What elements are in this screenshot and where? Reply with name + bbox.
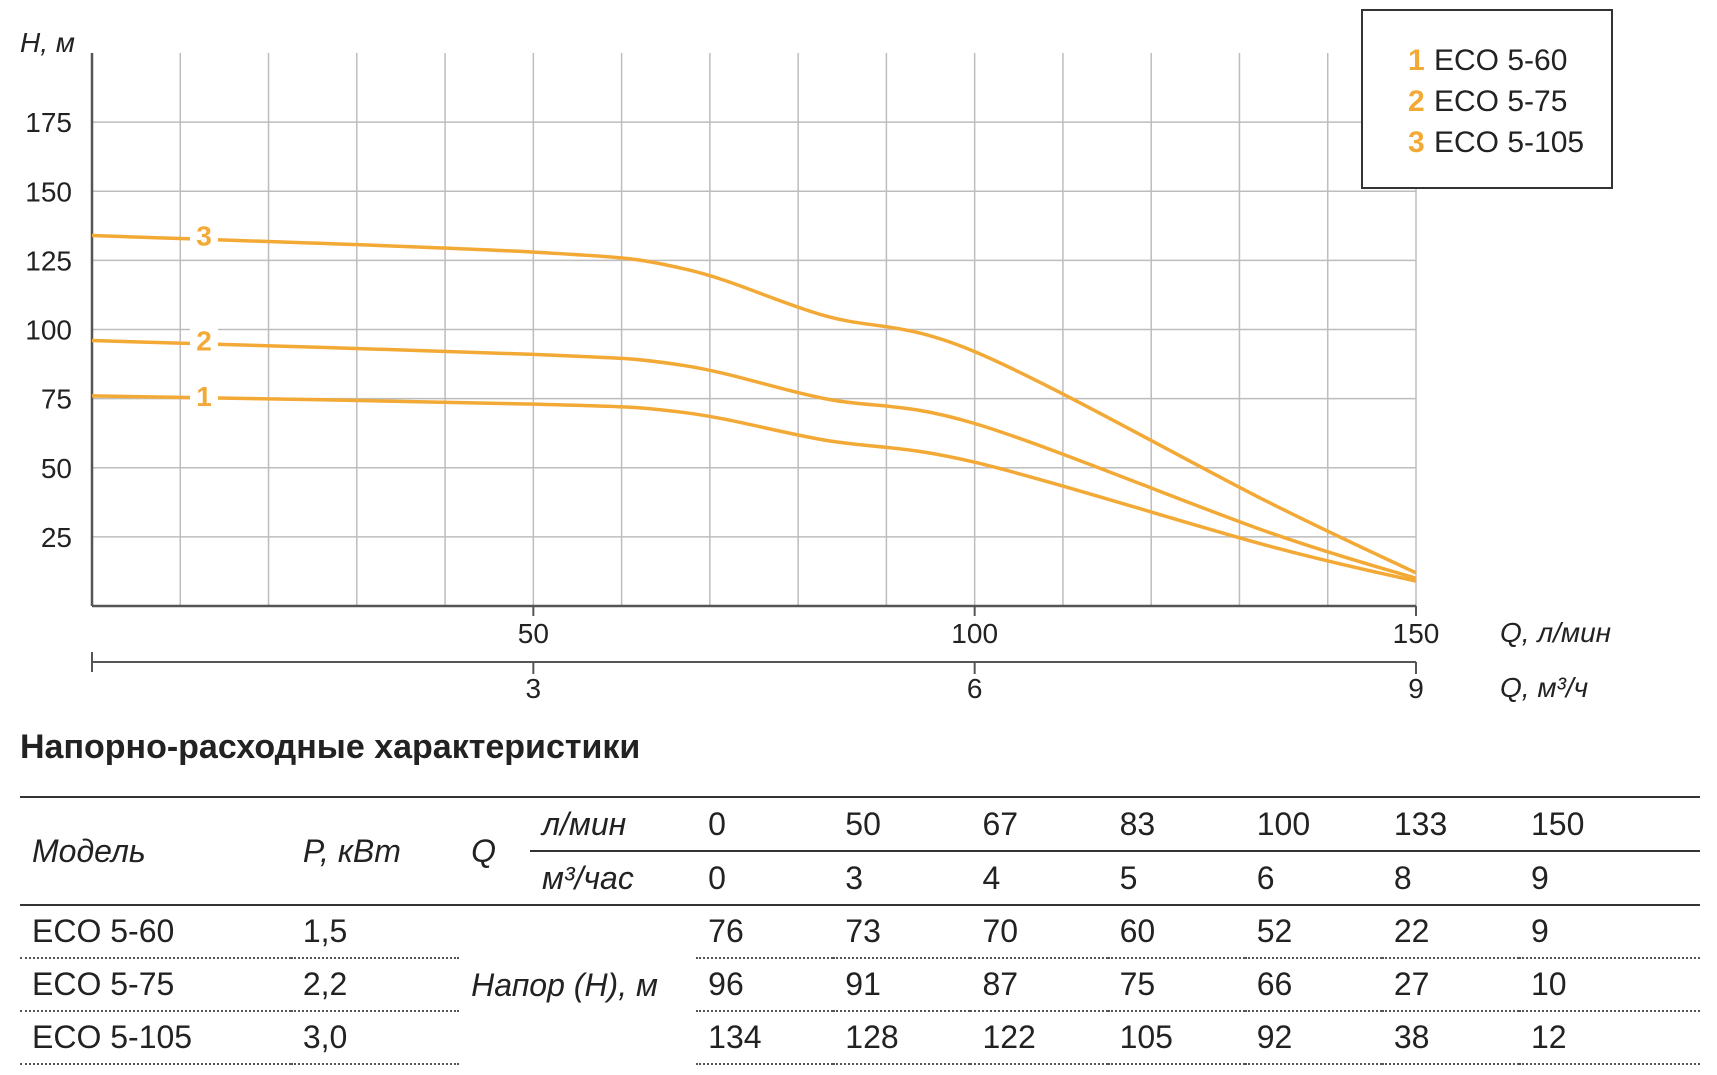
header-q-m3: 0 (696, 850, 834, 905)
header-q-m3: 8 (1381, 850, 1519, 905)
series-line-2 (91, 338, 1417, 581)
header-q-lmin: 0 (696, 796, 834, 851)
cell-value: 105 (1107, 1011, 1245, 1065)
header-q-lmin: 67 (970, 796, 1108, 851)
cell-value: 70 (970, 904, 1108, 959)
header-q-lmin: 100 (1244, 796, 1382, 851)
legend-box (1361, 9, 1613, 189)
cell-model: ECO 5-105 (20, 1011, 291, 1065)
y-tick-label: 75 (41, 384, 72, 415)
cell-value: 9 (1519, 904, 1700, 959)
legend-number: 3 (1408, 126, 1425, 159)
chart-series: 1 2 3 (91, 218, 1417, 583)
cell-power: 1,5 (290, 904, 460, 959)
legend-label: ECO 5-75 (1434, 85, 1567, 118)
header-power: P, кВт (290, 796, 460, 905)
header-model: Модель (20, 796, 291, 905)
series-line-3 (91, 233, 1417, 575)
cell-model: ECO 5-60 (20, 904, 291, 959)
x2-tick-label: 6 (967, 673, 983, 704)
header-q-lmin: 150 (1519, 796, 1700, 851)
header-q-m3: 5 (1107, 850, 1245, 905)
y-tick-label: 175 (25, 107, 72, 138)
x2-axis-title: Q, м³/ч (1500, 672, 1588, 703)
table-title: Напорно-расходные характеристики (20, 728, 641, 766)
header-q-m3: 3 (833, 850, 971, 905)
cell-value: 76 (696, 904, 834, 959)
table-row: ECO 5-75 2,2 96 91 87 75 66 27 10 (20, 958, 1700, 1012)
cell-value: 75 (1107, 958, 1245, 1012)
head-label: Напор (H), м (459, 904, 697, 1064)
y-tick-label: 125 (25, 245, 72, 276)
header-q-m3: 9 (1519, 850, 1700, 905)
curve-label-bg (190, 218, 218, 253)
chart-grid (92, 53, 1417, 606)
header-unit-m3: м³/час (529, 850, 697, 905)
y-tick-label: 50 (41, 453, 72, 484)
table-header-row: м³/час 0 3 4 5 6 8 9 (20, 850, 1700, 905)
header-unit-lmin: л/мин (529, 796, 697, 851)
cell-value: 87 (970, 958, 1108, 1012)
y-axis-title: H, м (20, 27, 75, 58)
cell-power: 3,0 (290, 1011, 460, 1065)
header-q-m3: 4 (970, 850, 1108, 905)
chart-axes: 175 150 125 100 75 50 25 50 100 150 3 6 9 (25, 53, 1439, 704)
x-tick-label: 150 (1393, 618, 1440, 649)
cell-value: 91 (833, 958, 971, 1012)
legend: 1 ECO 5-60 2 ECO 5-75 3 ECO 5-105 (1361, 9, 1613, 189)
x2-tick-label: 3 (526, 673, 542, 704)
cell-value: 128 (833, 1011, 971, 1065)
legend-label: ECO 5-105 (1434, 126, 1584, 159)
legend-number: 2 (1408, 85, 1425, 118)
x2-tick-label: 9 (1408, 673, 1424, 704)
cell-value: 122 (970, 1011, 1108, 1065)
curve-label-bg (190, 378, 218, 413)
cell-value: 38 (1381, 1011, 1519, 1065)
curve-number-label: 3 (196, 220, 212, 251)
x-axis-title: Q, л/мин (1500, 617, 1611, 648)
cell-value: 96 (696, 958, 834, 1012)
cell-power: 2,2 (290, 958, 460, 1012)
x-tick-label: 100 (951, 618, 998, 649)
legend-number: 1 (1408, 44, 1425, 77)
legend-label: ECO 5-60 (1434, 44, 1567, 77)
curve-number-label: 1 (196, 381, 212, 412)
table-row: ECO 5-105 3,0 134 128 122 105 92 38 12 (20, 1011, 1700, 1065)
curve-label-bg (190, 323, 218, 358)
cell-value: 10 (1519, 958, 1700, 1012)
cell-model: ECO 5-75 (20, 958, 291, 1012)
x-tick-label: 50 (518, 618, 549, 649)
cell-value: 66 (1244, 958, 1382, 1012)
header-q-lmin: 50 (833, 796, 971, 851)
cell-value: 12 (1519, 1011, 1700, 1065)
header-q-lmin: 83 (1107, 796, 1245, 851)
cell-value: 92 (1244, 1011, 1382, 1065)
header-q-m3: 6 (1244, 850, 1382, 905)
cell-value: 27 (1381, 958, 1519, 1012)
table-row: ECO 5-60 1,5 Напор (H), м 76 73 70 60 52 22 9 (20, 904, 1700, 1064)
cell-value: 73 (833, 904, 971, 959)
y-tick-label: 100 (25, 315, 72, 346)
header-q-lmin: 133 (1381, 796, 1519, 851)
cell-value: 22 (1381, 904, 1519, 959)
cell-value: 134 (696, 1011, 834, 1065)
y-tick-label: 150 (25, 176, 72, 207)
cell-value: 52 (1244, 904, 1382, 959)
cell-value: 60 (1107, 904, 1245, 959)
header-q: Q (459, 796, 530, 905)
curve-number-label: 2 (196, 326, 212, 357)
series-line-1 (91, 394, 1417, 583)
y-tick-label: 25 (41, 522, 72, 553)
